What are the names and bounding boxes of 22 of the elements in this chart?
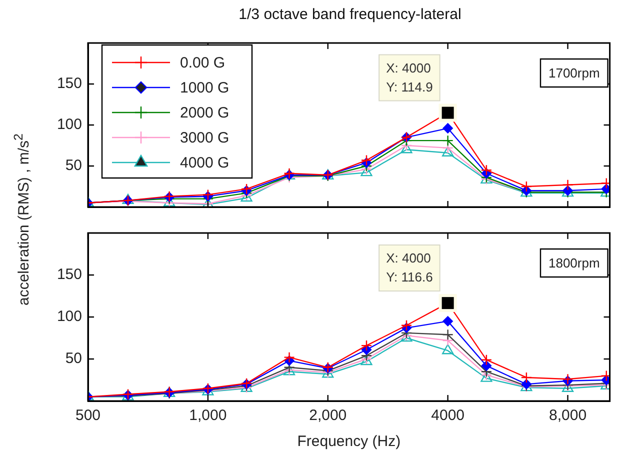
x-tick-label: 1,000 <box>189 407 227 424</box>
legend-label: 1000 G <box>180 80 230 97</box>
y-tick-label: 100 <box>56 116 82 134</box>
x-tick-label: 8,000 <box>548 407 587 424</box>
legend-label: 2000 G <box>180 104 230 122</box>
chart-title: 1/3 octave band frequency-lateral <box>238 6 462 23</box>
legend-label: 0.00 G <box>180 54 226 72</box>
y-tick-label: 50 <box>65 350 82 368</box>
annotation: 1700rpm <box>548 66 600 81</box>
y-tick-label: 150 <box>56 266 82 284</box>
x-tick-label: 4000 <box>431 407 465 424</box>
y-tick-label: 100 <box>56 308 82 326</box>
x-tick-label: 500 <box>75 407 101 424</box>
legend-label: 4000 G <box>180 154 230 172</box>
y-tick-label: 150 <box>56 75 82 92</box>
x-axis-title: Frequency (Hz) <box>297 433 401 450</box>
y-tick-label: 50 <box>65 157 82 174</box>
annotation: X: 4000 Y: 114.9 <box>386 60 433 94</box>
legend-label: 3000 G <box>180 130 230 147</box>
x-tick-label: 2,000 <box>309 407 347 424</box>
annotation: X: 4000 Y: 116.6 <box>386 250 433 285</box>
annotation: 1800rpm <box>548 256 600 271</box>
